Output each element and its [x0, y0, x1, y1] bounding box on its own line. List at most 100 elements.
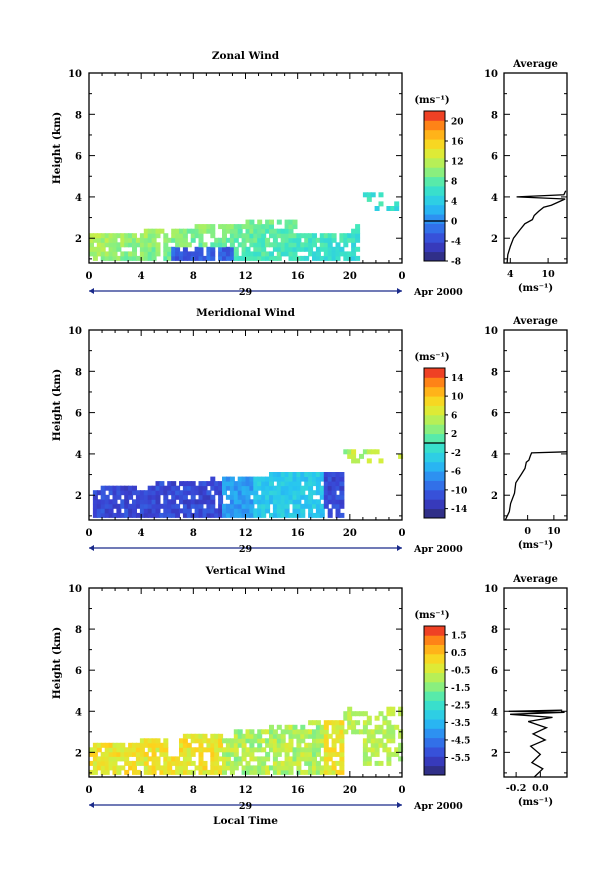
heatmap-cell — [272, 733, 278, 739]
heatmap-cell — [182, 485, 188, 491]
heatmap-cell — [96, 490, 102, 496]
heatmap-cell — [198, 499, 204, 505]
heatmap-cell — [280, 508, 286, 514]
heatmap-cell — [331, 751, 337, 757]
heatmap-cell — [323, 233, 329, 239]
heatmap-cell — [112, 756, 118, 762]
heatmap-cell — [151, 738, 157, 744]
heatmap-cell — [190, 494, 196, 500]
heatmap-cell — [296, 481, 302, 487]
colorbar-band — [424, 232, 445, 243]
heatmap-cell — [374, 449, 380, 455]
heatmap-cell — [269, 233, 274, 239]
heatmap-cell — [167, 246, 173, 252]
heatmap-cell — [214, 508, 220, 514]
heatmap-cell — [315, 760, 321, 766]
heatmap-cell — [323, 742, 329, 748]
heatmap-cell — [386, 206, 392, 211]
heatmap-field — [89, 706, 404, 775]
panel-title: Vertical Wind — [205, 565, 286, 577]
heatmap-cell — [339, 485, 345, 491]
heatmap-cell — [288, 765, 294, 771]
heatmap-cell — [351, 246, 357, 252]
heatmap-cell — [159, 747, 165, 753]
date-arrow-left — [89, 802, 94, 808]
heatmap-cell — [147, 747, 153, 753]
colorbar-band — [424, 635, 445, 645]
heatmap-cell — [304, 760, 310, 766]
heatmap-cell — [269, 481, 274, 487]
heatmap-cell — [276, 246, 282, 252]
heatmap-cell — [315, 255, 321, 261]
heatmap-cell — [323, 485, 329, 491]
heatmap-cell — [128, 512, 134, 518]
heatmap-cell — [261, 251, 267, 257]
heatmap-cell — [92, 233, 98, 239]
heatmap-cell — [100, 760, 106, 766]
heatmap-cell — [378, 742, 384, 748]
colorbar-band — [424, 452, 445, 463]
heatmap-cell — [147, 512, 153, 518]
heatmap-cell — [366, 756, 372, 762]
heatmap-cell — [112, 233, 118, 239]
heatmap-cell — [229, 237, 235, 243]
heatmap-cell — [288, 472, 294, 477]
heatmap-cell — [100, 246, 106, 252]
heatmap-cell — [225, 494, 231, 500]
heatmap-cell — [206, 747, 212, 753]
heatmap-cell — [315, 485, 321, 491]
heatmap-cell — [182, 733, 188, 739]
heatmap-cell — [253, 237, 259, 243]
heatmap-cell — [276, 476, 282, 482]
heatmap-cell — [233, 508, 239, 514]
heatmap-cell — [280, 481, 286, 487]
heatmap-cell — [124, 503, 130, 509]
heatmap-cell — [362, 720, 368, 726]
heatmap-cell — [315, 720, 321, 726]
heatmap-cell — [182, 233, 188, 239]
heatmap-cell — [124, 760, 130, 766]
heatmap-cell — [202, 760, 208, 766]
heatmap-cell — [163, 485, 169, 491]
heatmap-cell — [312, 765, 317, 771]
heatmap-cell — [386, 724, 392, 730]
heatmap-cell — [269, 242, 274, 248]
heatmap-cell — [214, 733, 220, 739]
heatmap-cell — [179, 228, 184, 234]
heatmap-cell — [284, 472, 290, 477]
heatmap-cell — [257, 769, 263, 775]
colorbar-band — [424, 242, 445, 253]
heatmap-cell — [218, 246, 224, 252]
heatmap-cell — [214, 765, 220, 771]
heatmap-cell — [280, 738, 286, 744]
heatmap-cell — [241, 481, 247, 487]
heatmap-cell — [206, 494, 212, 500]
heatmap-cell — [245, 485, 251, 491]
heatmap-cell — [362, 711, 368, 717]
heatmap-cell — [104, 237, 110, 243]
heatmap-cell — [210, 233, 216, 239]
heatmap-cell — [163, 237, 169, 243]
heatmap-cell — [167, 490, 173, 496]
heatmap-cell — [104, 742, 110, 748]
heatmap-cell — [331, 769, 337, 775]
heatmap-cell — [218, 494, 224, 500]
heatmap-cell — [296, 733, 302, 739]
heatmap-cell — [218, 769, 224, 775]
heatmap-cell — [225, 765, 231, 771]
heatmap-cell — [202, 765, 208, 771]
heatmap-cell — [323, 476, 329, 482]
heatmap-cell — [355, 711, 361, 717]
heatmap-cell — [288, 512, 294, 518]
heatmap-cell — [214, 485, 220, 491]
heatmap-cell — [323, 751, 329, 757]
heatmap-cell — [92, 756, 98, 762]
heatmap-cell — [104, 769, 110, 775]
heatmap-cell — [331, 499, 337, 505]
heatmap-cell — [351, 458, 357, 464]
heatmap-cell — [222, 255, 227, 261]
heatmap-cell — [120, 742, 126, 748]
heatmap-cell — [202, 481, 208, 487]
heatmap-cell — [249, 233, 255, 239]
